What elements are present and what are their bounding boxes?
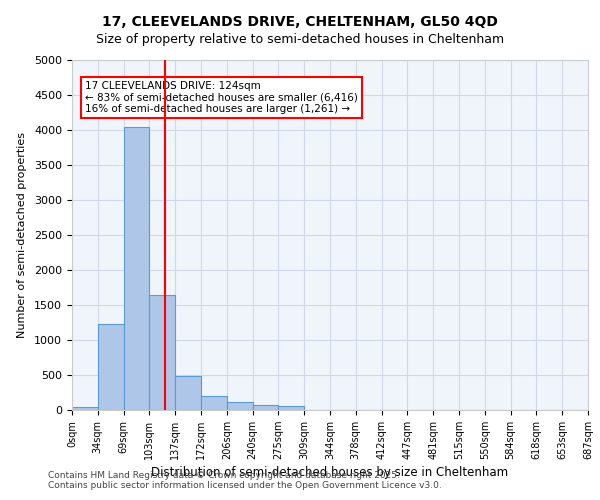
Text: 17 CLEEVELANDS DRIVE: 124sqm
← 83% of semi-detached houses are smaller (6,416)
1: 17 CLEEVELANDS DRIVE: 124sqm ← 83% of se…: [85, 81, 358, 114]
Bar: [253, 406, 278, 410]
Bar: [175, 376, 201, 410]
Bar: [278, 406, 304, 410]
Bar: [149, 295, 175, 410]
Text: Contains HM Land Registry data © Crown copyright and database right 2025.
Contai: Contains HM Land Registry data © Crown c…: [48, 470, 442, 490]
Text: 17, CLEEVELANDS DRIVE, CHELTENHAM, GL50 4QD: 17, CLEEVELANDS DRIVE, CHELTENHAM, GL50 …: [102, 15, 498, 29]
Bar: [72, 406, 98, 410]
Bar: [227, 402, 253, 410]
X-axis label: Distribution of semi-detached houses by size in Cheltenham: Distribution of semi-detached houses by …: [151, 466, 509, 479]
Text: Size of property relative to semi-detached houses in Cheltenham: Size of property relative to semi-detach…: [96, 32, 504, 46]
Bar: [124, 127, 149, 410]
Bar: [201, 396, 227, 410]
Bar: [98, 324, 124, 410]
Y-axis label: Number of semi-detached properties: Number of semi-detached properties: [17, 132, 27, 338]
